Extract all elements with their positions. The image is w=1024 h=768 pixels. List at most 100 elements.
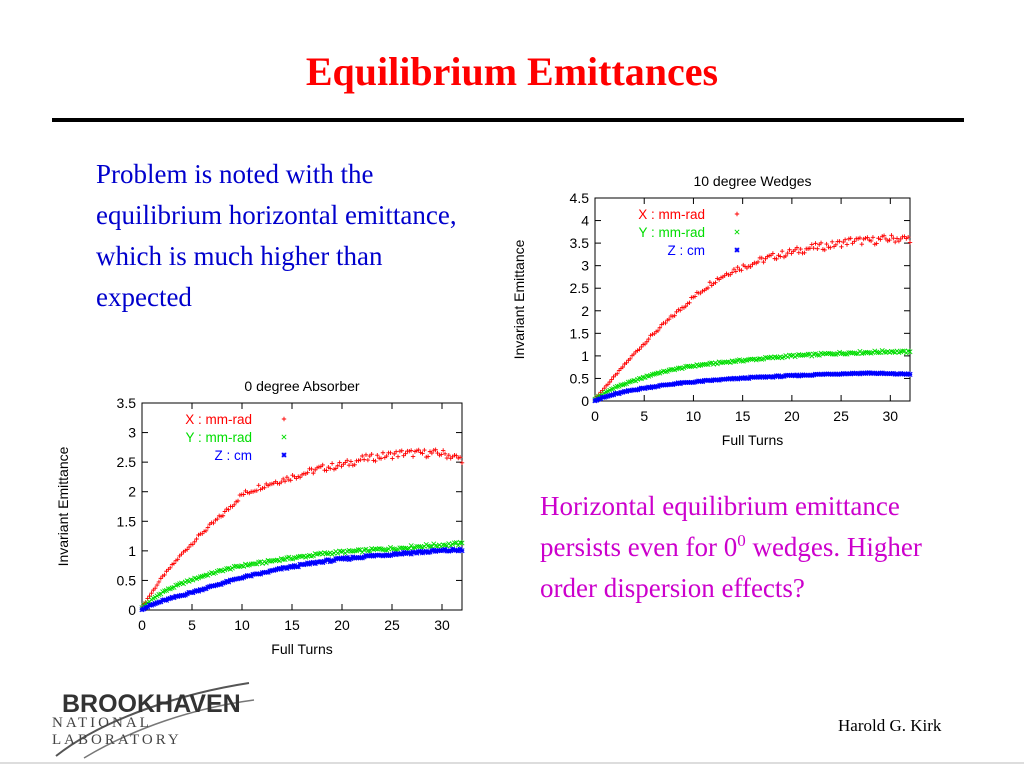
data-point [801, 352, 807, 358]
data-point [442, 451, 448, 456]
data-point [796, 250, 802, 255]
data-point [324, 468, 329, 473]
data-point [282, 565, 288, 571]
data-point [192, 539, 197, 545]
data-point [837, 239, 842, 244]
data-point [615, 371, 620, 376]
data-point [779, 248, 785, 254]
legend-label: Y : mm-rad [185, 430, 252, 445]
data-point [303, 561, 309, 567]
data-point [203, 528, 209, 533]
data-point [655, 370, 661, 376]
data-point [167, 595, 173, 601]
data-point [655, 383, 661, 390]
data-point [825, 350, 831, 356]
data-point [764, 355, 770, 361]
x-tick-label: 25 [384, 617, 400, 633]
data-point [224, 578, 230, 584]
data-point [646, 384, 652, 390]
data-point [408, 543, 414, 549]
data-point [256, 483, 261, 488]
logo-text-brookhaven: BROOKHAVEN [62, 690, 241, 718]
data-point [875, 350, 882, 356]
data-point [729, 376, 735, 382]
right-text-part2: wedges. Higher order dispersion effects? [540, 532, 922, 603]
data-point [440, 542, 446, 548]
data-point [785, 250, 790, 256]
data-point [256, 559, 262, 565]
data-point [416, 543, 422, 549]
data-point [262, 485, 267, 490]
data-point [709, 378, 715, 384]
data-point [158, 576, 164, 581]
data-point [271, 567, 277, 573]
data-point [713, 280, 718, 285]
legend-marker [734, 247, 740, 253]
data-point [148, 602, 155, 608]
x-tick-label: 10 [234, 617, 250, 633]
data-point [898, 236, 903, 242]
data-point [150, 601, 156, 607]
x-axis-label: Full Turns [722, 432, 783, 448]
data-point [455, 542, 461, 548]
data-point [624, 360, 629, 365]
data-point [642, 385, 648, 392]
data-point [683, 303, 688, 309]
data-point [165, 586, 171, 592]
data-point [868, 238, 874, 244]
data-point [390, 456, 395, 461]
data-point [186, 544, 192, 550]
data-point [787, 352, 793, 358]
data-point [848, 236, 853, 241]
data-point [378, 456, 384, 461]
legend-marker [281, 434, 287, 440]
data-point [739, 268, 744, 273]
data-point [433, 447, 438, 452]
y-tick-label: 1 [128, 543, 136, 559]
data-point [857, 371, 863, 377]
chart-10-degree-wedges-svg: 10 degree Wedges 0 0.5 1 1.5 2 2.5 3 3.5 4 4.5 0 5 10… [511, 173, 913, 448]
data-point [429, 450, 435, 456]
data-point [792, 373, 798, 379]
x-tick-label: 5 [640, 408, 648, 424]
legend-marker [734, 211, 740, 217]
data-point [649, 371, 655, 377]
data-point [790, 372, 796, 378]
data-point [840, 370, 846, 377]
right-text-part1: Horizontal equilibrium emittance persist… [540, 491, 900, 562]
data-point [232, 502, 237, 507]
legend-label: Z : cm [668, 243, 706, 258]
data-point [352, 548, 358, 554]
data-point [333, 466, 339, 471]
data-point [316, 559, 322, 565]
y-tick-label: 0.5 [570, 370, 590, 386]
data-point [838, 350, 844, 356]
data-point [416, 447, 421, 453]
data-point [857, 235, 863, 241]
data-point [337, 460, 342, 465]
data-point [454, 453, 459, 458]
data-point [399, 448, 404, 453]
data-point [344, 458, 350, 463]
data-point [299, 553, 305, 559]
data-point [900, 348, 906, 354]
data-point [393, 449, 399, 454]
data-point [360, 453, 365, 459]
data-point [190, 542, 196, 547]
data-point [662, 369, 668, 375]
y-tick-label: 3 [128, 425, 136, 441]
data-point [678, 308, 683, 313]
data-point [844, 242, 850, 247]
data-point [439, 452, 444, 457]
data-point [794, 372, 800, 378]
data-point [663, 320, 668, 326]
data-point [761, 374, 767, 380]
data-point [802, 250, 807, 256]
data-point [644, 339, 650, 344]
data-point [640, 374, 646, 380]
data-point [887, 237, 892, 243]
data-point [655, 328, 661, 333]
data-point [387, 552, 394, 558]
data-point [774, 256, 779, 262]
data-point [361, 457, 367, 462]
